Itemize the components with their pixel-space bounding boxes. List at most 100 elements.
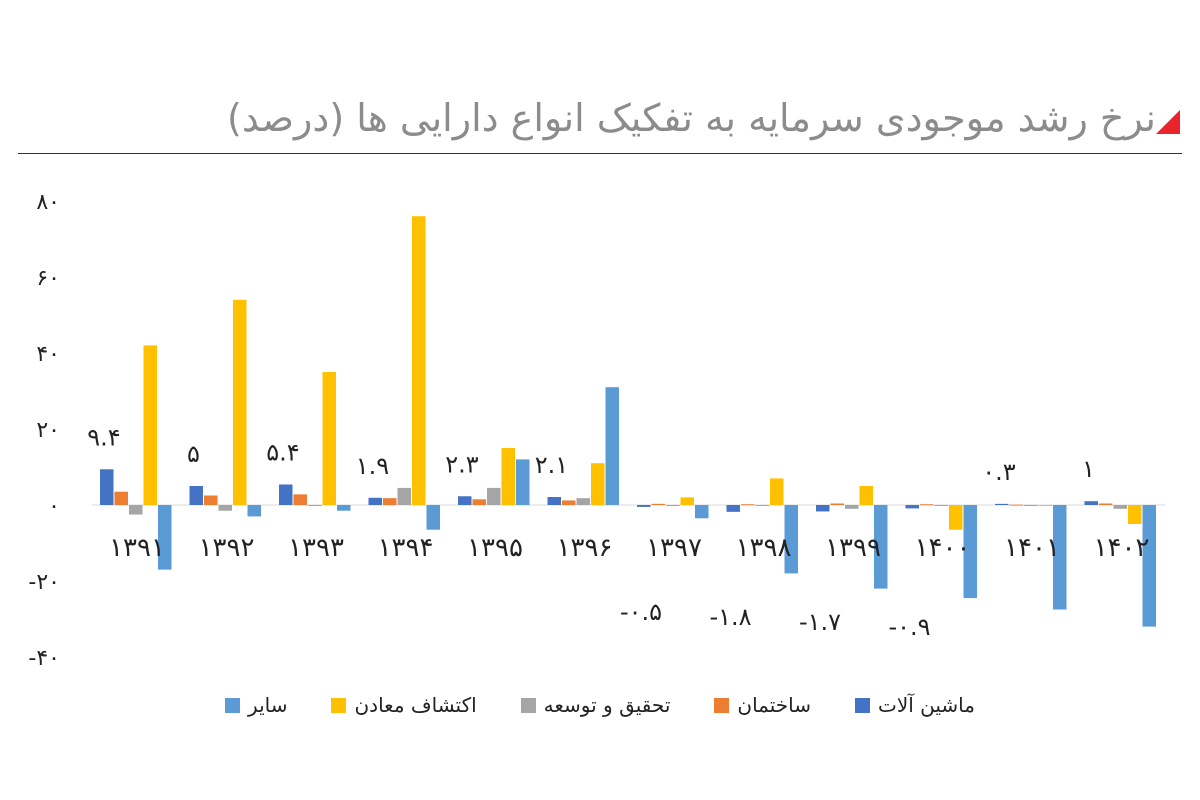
bar	[322, 372, 336, 505]
bar	[637, 505, 651, 507]
bar	[666, 505, 680, 506]
bar	[1142, 505, 1156, 627]
bar	[784, 505, 798, 574]
data-label: ۲.۱	[535, 451, 568, 479]
bar	[576, 498, 590, 505]
bar	[605, 387, 619, 505]
bar	[501, 448, 515, 505]
legend-item: اکتشاف معادن	[331, 693, 477, 717]
data-label: ۰.۳	[982, 458, 1016, 486]
title-divider	[18, 153, 1182, 154]
bar	[1113, 505, 1127, 509]
y-tick-label: ۸۰	[36, 190, 60, 215]
bar	[695, 505, 709, 519]
bar	[458, 496, 472, 505]
bar	[368, 497, 382, 505]
bar	[680, 497, 694, 505]
data-label: -۰.۵	[620, 598, 662, 626]
category-label: ۱۳۹۹	[825, 533, 881, 563]
bar	[905, 505, 919, 509]
bar	[143, 345, 157, 505]
legend-item: ساختمان	[714, 693, 811, 717]
bar	[114, 491, 128, 505]
bar	[1128, 505, 1142, 524]
data-label: ۵	[187, 440, 200, 468]
bar	[516, 459, 530, 505]
data-label: ۲.۳	[445, 450, 479, 478]
data-label: -۰.۹	[888, 613, 930, 641]
legend-label: ساختمان	[737, 693, 811, 717]
bar	[308, 505, 322, 506]
bar	[651, 503, 665, 505]
data-label: ۱.۹	[356, 452, 389, 480]
bar	[426, 505, 440, 530]
bar	[859, 486, 873, 505]
bar	[158, 505, 172, 570]
bar	[770, 478, 784, 505]
bar	[920, 504, 934, 506]
y-tick-label: -۴۰	[28, 646, 60, 671]
y-tick-label: -۲۰	[28, 570, 60, 595]
bar	[845, 505, 859, 509]
category-label: ۱۳۹۲	[199, 533, 255, 563]
category-label: ۱۳۹۸	[736, 533, 792, 563]
y-tick-label: ۶۰	[36, 266, 60, 291]
legend-item: تحقیق و توسعه	[520, 693, 671, 717]
legend-swatch	[520, 697, 536, 713]
category-label: ۱۴۰۰	[915, 533, 971, 563]
bar	[1084, 501, 1098, 505]
bar	[547, 497, 561, 505]
legend-swatch	[714, 697, 730, 713]
legend-label: تحقیق و توسعه	[543, 693, 671, 717]
data-label: ۱	[1082, 455, 1095, 483]
data-label: -۱.۷	[799, 608, 841, 636]
bar	[1053, 505, 1067, 610]
bar	[472, 499, 486, 505]
bar	[591, 463, 605, 505]
bar	[1099, 503, 1113, 505]
category-label: ۱۳۹۶	[557, 533, 613, 563]
y-tick-label: ۴۰	[36, 342, 60, 367]
legend-swatch	[225, 697, 241, 713]
bar	[963, 505, 977, 599]
chart-legend: ماشین آلات ساختمان تحقیق و توسعه اکتشاف معا…	[0, 688, 1200, 722]
legend-label: اکتشاف معادن	[354, 693, 477, 717]
bar	[189, 486, 203, 505]
bar	[755, 505, 769, 506]
category-label: ۱۳۹۳	[288, 533, 344, 563]
bar	[337, 505, 351, 511]
bar	[218, 505, 232, 511]
bar	[487, 487, 501, 505]
y-tick-label: ۲۰	[36, 418, 60, 443]
category-label: ۱۳۹۵	[467, 533, 523, 563]
bar	[1038, 505, 1052, 506]
bar	[129, 505, 143, 515]
legend-swatch	[854, 697, 870, 713]
chart-header: نرخ رشد موجودی سرمایه به تفکیک انواع دار…	[0, 0, 1200, 160]
bar	[383, 498, 397, 505]
bar	[562, 500, 576, 505]
bar	[279, 484, 293, 505]
bar	[1024, 505, 1038, 506]
bar	[204, 495, 218, 505]
category-label: ۱۴۰۲	[1094, 533, 1150, 563]
bar	[741, 504, 755, 506]
bar	[412, 216, 426, 505]
data-label: ۹.۴	[87, 423, 120, 451]
legend-label: ماشین آلات	[877, 693, 975, 717]
bar	[874, 505, 888, 589]
chart-title: نرخ رشد موجودی سرمایه به تفکیک انواع دار…	[227, 96, 1156, 140]
bar	[949, 505, 963, 530]
bar	[293, 494, 307, 505]
bar	[1009, 504, 1023, 506]
legend-swatch	[331, 697, 347, 713]
title-accent-icon	[1156, 110, 1180, 134]
bar	[397, 487, 411, 505]
bar	[816, 505, 830, 512]
bar	[830, 503, 844, 505]
category-label: ۱۳۹۷	[646, 533, 702, 563]
data-label: -۱.۸	[709, 603, 751, 631]
bar	[726, 505, 740, 512]
legend-label: سایر	[248, 693, 288, 717]
